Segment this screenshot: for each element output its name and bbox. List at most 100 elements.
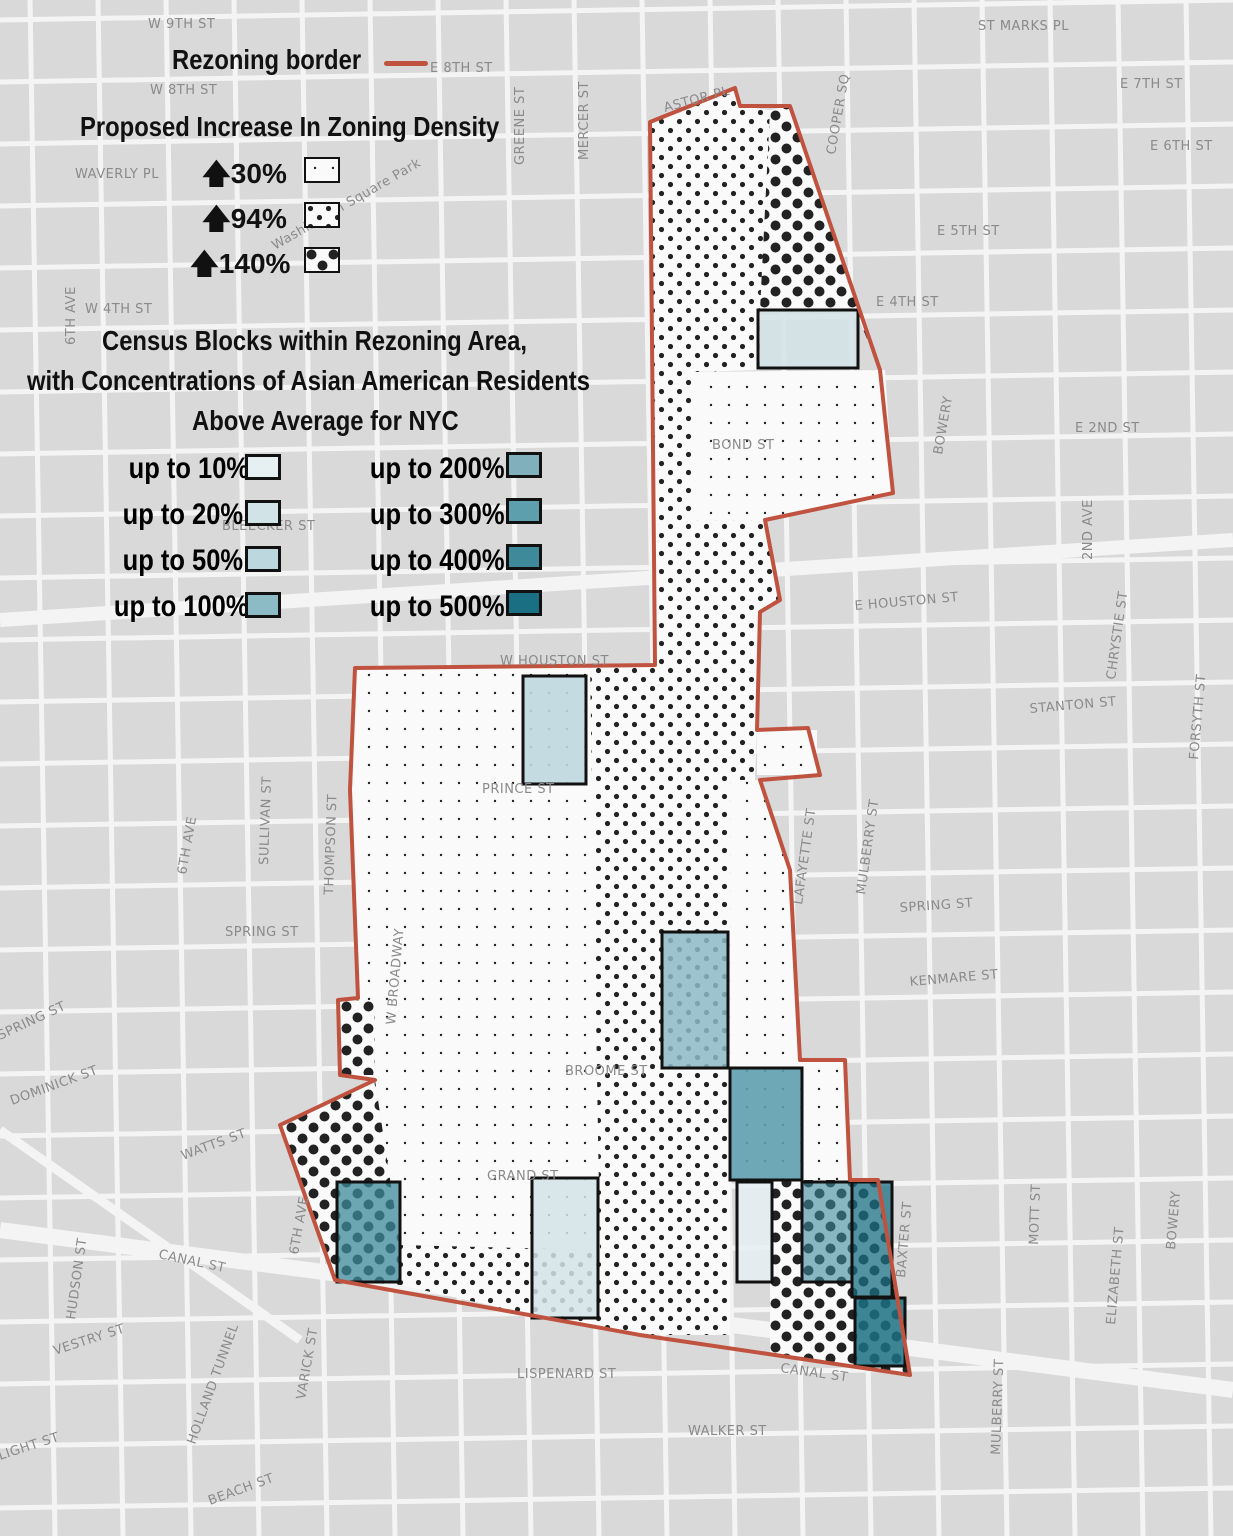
street [0,431,1233,457]
street-label: W 4TH ST [85,302,152,317]
street-label: BAXTER ST [894,1201,916,1279]
medium-dots-swatch [304,202,340,228]
street-label: SPRING ST [899,896,973,916]
street [0,493,1233,519]
census-item-label: up to 500% [369,590,505,623]
street-label: FORSYTH ST [1187,673,1209,760]
street-label: VESTRY ST [52,1322,127,1359]
street-label: BOND ST [712,438,774,453]
street [0,121,1233,147]
street-label: SULLIVAN ST [257,776,275,865]
street-label: E 5TH ST [937,224,1000,239]
small-dots-swatch [304,157,340,183]
census-swatch [245,546,281,572]
density-item-140: 🡅140% [190,248,291,279]
census-block [660,930,730,1070]
street [0,307,1233,333]
street-label: MERCER ST [577,81,592,160]
street [0,1423,1233,1449]
border-label: Rezoning border [172,44,362,75]
street [0,533,1233,627]
street-label: GREENE ST [513,87,528,165]
street-label: E 8TH ST [430,61,493,76]
street-label: 2ND AVE [1081,499,1096,560]
zone-140-small [340,1000,375,1075]
census-item-label: up to 100% [113,590,249,623]
street-label: W 9TH ST [148,17,215,32]
street [1115,0,1146,1536]
street-label: HUDSON ST [64,1237,90,1321]
street-label: 6TH AVE [287,1195,312,1256]
up-arrow-icon: 🡅 [202,158,231,189]
density-item-30: 🡅30% [202,158,287,189]
street-label: MOTT ST [1027,1184,1044,1245]
census-block [735,1180,774,1284]
street [0,245,1233,271]
census-block [800,1180,854,1284]
census-swatch [245,454,281,480]
street-label: ST MARKS PL [978,19,1069,34]
street-label: WAVERLY PL [75,167,159,182]
census-block [728,1066,804,1182]
street-label: 6TH AVE [64,286,79,345]
census-swatch [506,590,542,616]
street [0,0,1233,23]
street [0,183,1233,209]
census-block [530,1176,600,1320]
street [0,369,1233,395]
street-label: WALKER ST [688,1424,767,1439]
street [1047,0,1078,1536]
census-item-label: up to 300% [369,498,505,531]
street [0,1485,1233,1511]
up-arrow-icon: 🡅 [202,203,231,234]
street-label: LISPENARD ST [517,1367,616,1382]
street-label: W HOUSTON ST [500,654,609,669]
street-label: E 7TH ST [1120,77,1183,92]
census-item-label: up to 50% [122,544,244,577]
census-block [335,1180,402,1284]
census-item-label: up to 400% [369,544,505,577]
street-label: DOMINICK ST [8,1063,100,1109]
street [1183,0,1214,1536]
census-block [756,308,860,370]
up-arrow-icon: 🡅 [190,248,219,279]
census-item-label: up to 200% [369,452,505,485]
street-label: STANTON ST [1029,694,1117,717]
street-label: LAFAYETTE ST [791,807,819,905]
street-label: MULBERRY ST [989,1359,1007,1456]
street-label: PRINCE ST [482,782,555,797]
border-swatch [384,61,428,66]
census-title-line-1: Census Blocks within Rezoning Area, [102,325,527,356]
street [231,0,262,1536]
census-item-label: up to 20% [122,498,244,531]
zone-30-soho [338,668,600,1250]
street [0,555,1233,581]
density-title: Proposed Increase In Zoning Density [80,111,500,142]
street [163,0,194,1536]
street [27,0,58,1536]
street [979,0,1010,1536]
street-label: W 8TH ST [150,83,217,98]
census-item-label: up to 10% [128,452,250,485]
street [0,617,1233,643]
census-title-line-3: Above Average for NYC [192,405,459,436]
rezoning-border [278,86,912,1377]
street [95,0,126,1536]
density-item-94: 🡅94% [202,203,287,234]
large-dots-swatch [304,247,340,273]
census-swatch [506,452,542,478]
street [0,1126,303,1344]
street [0,59,1233,85]
zone-30-annex [757,730,817,775]
census-block [853,1296,907,1368]
street-label: SPRING ST [0,999,68,1044]
census-block [521,674,588,786]
census-blocks [335,308,907,1368]
street-label: E 2ND ST [1075,421,1140,436]
street-label: E HOUSTON ST [854,590,959,614]
street-label: GRAND ST [487,1169,559,1184]
street-label: BROOME ST [565,1064,648,1079]
street-label: BOWERY [931,395,956,456]
census-swatch [245,592,281,618]
